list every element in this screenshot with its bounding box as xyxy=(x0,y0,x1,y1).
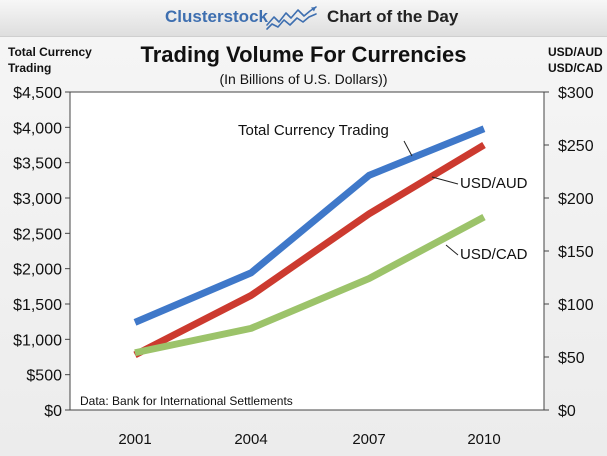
chart-title: Trading Volume For Currencies xyxy=(140,42,467,67)
series-line xyxy=(133,141,486,358)
series-label: Total Currency Trading xyxy=(238,122,389,139)
left-tick-label: $3,000 xyxy=(13,191,62,208)
left-tick-label: $1,500 xyxy=(13,297,62,314)
x-tick-label: 2001 xyxy=(118,431,151,448)
x-tick-label: 2010 xyxy=(467,431,500,448)
x-tick-label: 2007 xyxy=(352,431,385,448)
right-tick-label: $300 xyxy=(558,85,594,102)
right-axis-title: USD/AUD USD/CAD xyxy=(548,45,603,75)
header-bar: Clusterstock Chart of the Day xyxy=(0,0,607,37)
series-line xyxy=(134,213,486,357)
brand-name: Clusterstock xyxy=(165,7,268,26)
right-tick-label: $250 xyxy=(558,138,594,155)
series-label: USD/CAD xyxy=(460,246,528,263)
left-tick-label: $0 xyxy=(44,403,62,420)
left-tick-label: $2,000 xyxy=(13,262,62,279)
right-tick-label: $150 xyxy=(558,244,594,261)
leader-line xyxy=(403,140,413,157)
right-tick-label: $0 xyxy=(558,403,576,420)
x-tick-label: 2004 xyxy=(234,431,267,448)
left-tick-label: $500 xyxy=(26,368,62,385)
left-tick-label: $4,000 xyxy=(13,120,62,137)
left-tick-label: $4,500 xyxy=(13,85,62,102)
left-tick-label: $2,500 xyxy=(13,226,62,243)
chart-of-the-day-label: Chart of the Day xyxy=(327,7,459,26)
right-tick-label: $100 xyxy=(558,297,594,314)
leader-line xyxy=(445,244,459,256)
series-label: USD/AUD xyxy=(460,175,528,192)
left-axis-title: Total Currency Trading xyxy=(8,45,92,75)
left-tick-label: $3,500 xyxy=(13,156,62,173)
right-tick-label: $200 xyxy=(558,191,594,208)
right-tick-label: $50 xyxy=(558,350,585,367)
leader-line xyxy=(431,176,459,185)
source-note: Data: Bank for International Settlements xyxy=(80,394,293,408)
rising-chart-icon xyxy=(266,6,317,30)
left-tick-label: $1,000 xyxy=(13,332,62,349)
series-line xyxy=(133,125,486,326)
chart-subtitle: (In Billions of U.S. Dollars)) xyxy=(219,71,388,87)
